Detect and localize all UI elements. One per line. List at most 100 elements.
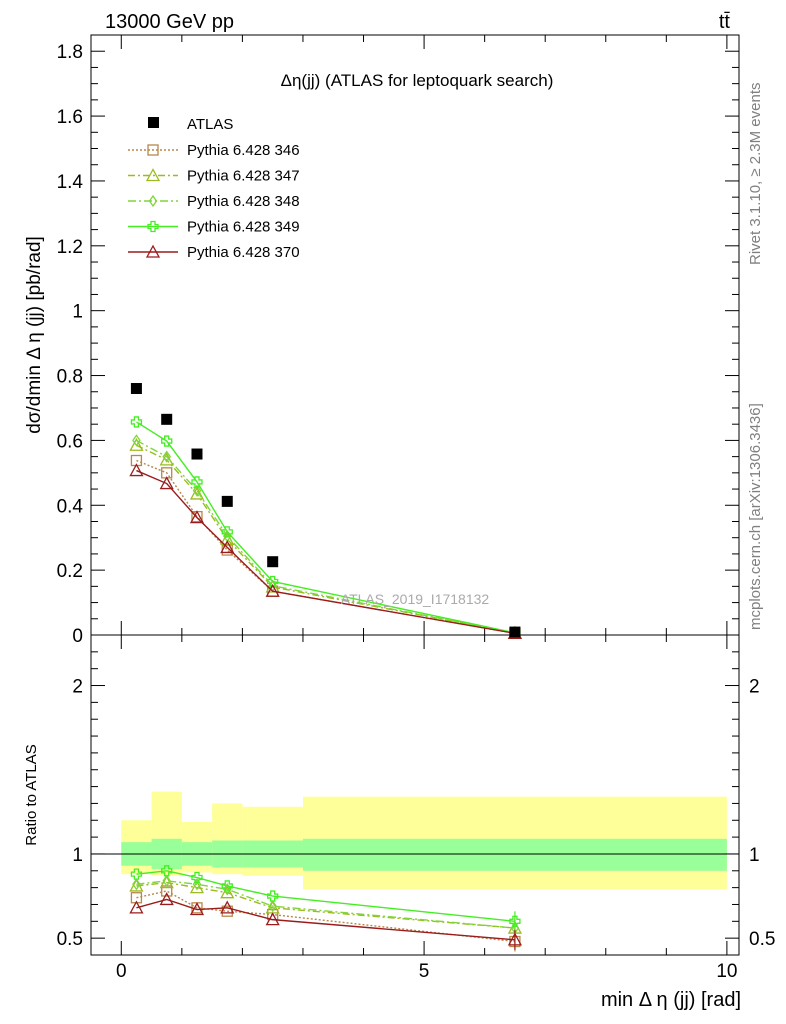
ratio-series-line xyxy=(136,898,515,941)
legend-label-0: Pythia 6.428 346 xyxy=(187,142,300,159)
mc-series-line xyxy=(136,439,516,634)
atlas-data-point xyxy=(509,626,521,638)
mc-series-point xyxy=(129,463,144,477)
legend-label-4: Pythia 6.428 370 xyxy=(187,244,300,261)
legend-label-2: Pythia 6.428 348 xyxy=(187,193,300,210)
mc-series-point xyxy=(159,476,174,490)
atlas-data-point xyxy=(221,495,233,507)
mc-series-point xyxy=(191,476,203,488)
ratio-series-point xyxy=(191,871,203,884)
legend-marker-3 xyxy=(147,220,159,233)
ratio-plot-area: 0.5 0.5 1 1 2 2 0 5 10 xyxy=(57,635,775,982)
mc-series-1 xyxy=(129,437,523,639)
main-plot-area: 0 0.2 0.4 0.6 0.8 1 1.2 1.4 1.6 1.8 xyxy=(57,35,739,647)
legend-series-entries: Pythia 6.428 346 Pythia 6.428 347 Pythia 6… xyxy=(128,142,300,261)
legend-label-1: Pythia 6.428 347 xyxy=(187,168,300,185)
main-y-tick-label: 1.6 xyxy=(57,107,83,128)
main-title: Δη(jj) (ATLAS for leptoquark search) xyxy=(281,71,554,90)
ratio-series-point xyxy=(162,874,171,888)
atlas-data-point xyxy=(161,413,173,425)
main-y-tick-label: 1.4 xyxy=(57,172,84,193)
ratio-series-point xyxy=(161,865,173,877)
mc-series-point xyxy=(130,416,143,428)
x-tick-label: 5 xyxy=(419,961,430,982)
ratio-series-point xyxy=(507,932,523,946)
legend-label-atlas: ATLAS xyxy=(187,116,233,133)
mc-series-2 xyxy=(132,434,520,640)
ratio-series-0 xyxy=(130,885,521,952)
main-y-tick-label: 1.2 xyxy=(57,237,83,258)
ratio-series-point xyxy=(159,892,174,906)
ratio-y-tick-label-right: 0.5 xyxy=(749,929,775,950)
x-tick-label: 0 xyxy=(116,961,127,982)
x-axis-label: min Δ η (jj) [rad] xyxy=(601,989,741,1011)
ratio-series-point xyxy=(220,900,235,914)
y-axis-label: dσ/dmin Δ η (jj) [pb/rad] xyxy=(24,236,45,434)
mc-series-point xyxy=(132,434,141,447)
mc-series-point xyxy=(189,486,205,500)
mc-series-point xyxy=(129,437,144,451)
x-tick-label: 10 xyxy=(716,961,737,982)
ratio-series-point xyxy=(132,878,141,891)
ratio-series-3 xyxy=(130,865,521,932)
legend-marker-4 xyxy=(145,244,161,258)
ratio-y-tick-label-right: 1 xyxy=(749,845,760,866)
ratio-y-tick-label: 0.5 xyxy=(57,929,83,950)
mc-series-point xyxy=(221,526,233,538)
ratio-series-line xyxy=(136,890,516,943)
ratio-series-point xyxy=(220,885,235,899)
ratio-y-tick-label-right: 2 xyxy=(749,677,760,698)
mc-series-point xyxy=(189,510,205,524)
mc-series-point xyxy=(265,583,280,597)
ratio-series-point xyxy=(267,890,279,902)
ratio-y-tick-label: 1 xyxy=(72,845,83,866)
main-y-tick-label: 0.8 xyxy=(57,367,83,388)
mcplots-caption: mcplots.cern.ch [arXiv:1306.3436] xyxy=(747,403,764,630)
main-y-tick-label: 0.2 xyxy=(57,561,83,582)
atlas-data-point xyxy=(267,556,279,568)
ratio-series-point xyxy=(265,912,280,926)
ratio-y-tick-label: 2 xyxy=(72,677,83,698)
mc-series-point xyxy=(162,450,171,463)
ratio-y-axis-label: Ratio to ATLAS xyxy=(23,744,40,845)
ratio-series-point xyxy=(221,880,233,892)
ratio-series-point xyxy=(189,880,205,894)
legend-marker-2 xyxy=(148,194,158,208)
energy-label: 13000 GeV pp xyxy=(105,11,234,33)
ratio-band-inner xyxy=(302,838,727,871)
mc-series-4 xyxy=(129,463,523,640)
legend-marker-1 xyxy=(145,168,161,182)
main-y-tick-label: 1 xyxy=(72,302,83,323)
ratio-series-line xyxy=(136,881,515,929)
rivet-caption: Rivet 3.1.10, ≥ 2.3M events xyxy=(747,83,764,266)
main-y-tick-label: 0 xyxy=(72,626,83,647)
mc-series-point xyxy=(161,435,173,447)
legend-marker-0 xyxy=(147,144,159,156)
mc-series-point xyxy=(267,575,279,588)
ratio-series-point xyxy=(189,902,205,916)
mc-series-point xyxy=(220,540,235,554)
ratio-series-line xyxy=(136,880,515,929)
atlas-data-series xyxy=(130,383,521,638)
atlas-data-point xyxy=(130,383,142,395)
mc-series-line xyxy=(136,444,516,634)
atlas-data-point xyxy=(191,448,203,460)
main-y-tick-label: 0.6 xyxy=(57,431,83,452)
mc-series-point xyxy=(192,484,202,497)
main-y-tick-label: 1.8 xyxy=(57,42,83,63)
mc-series-line xyxy=(136,469,516,635)
process-label: tt̄ xyxy=(719,11,731,33)
legend-label-3: Pythia 6.428 349 xyxy=(187,219,300,236)
analysis-watermark: ATLAS_2019_I1718132 xyxy=(341,591,490,607)
ratio-series-point xyxy=(129,900,144,914)
legend-marker-atlas xyxy=(148,117,159,128)
ratio-series-point xyxy=(509,915,521,927)
mc-series-line xyxy=(136,459,516,635)
ratio-series-4 xyxy=(129,892,523,950)
main-y-tick-label: 0.4 xyxy=(57,496,84,517)
ratio-series-point xyxy=(268,900,277,913)
ratio-panel-frame xyxy=(90,634,740,956)
mc-series-line xyxy=(136,421,516,634)
